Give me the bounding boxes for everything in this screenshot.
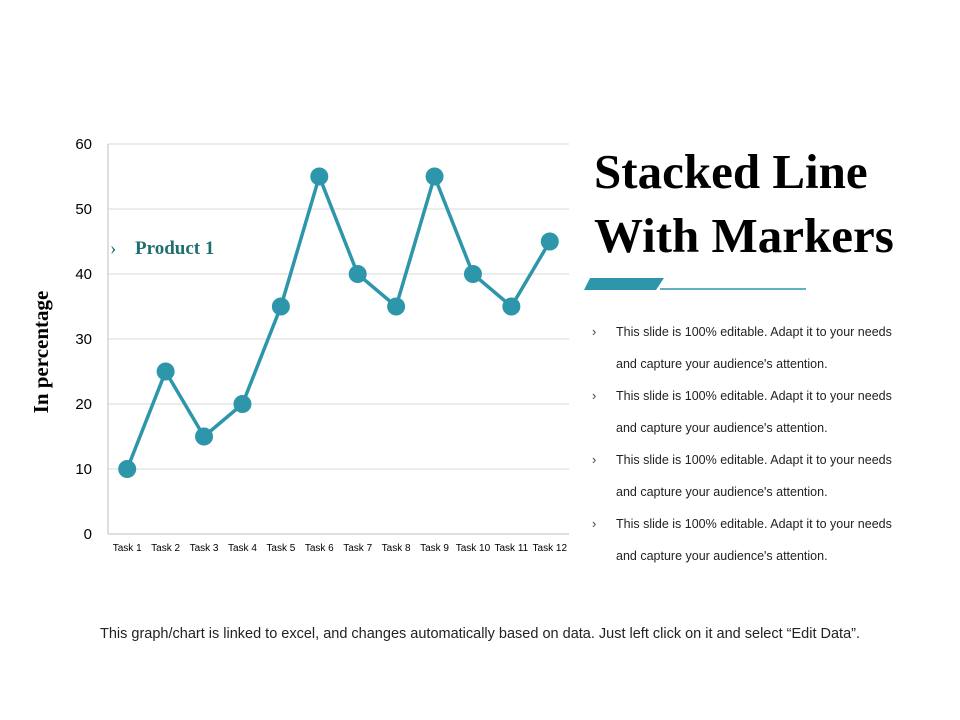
data-point-marker — [310, 167, 329, 186]
x-tick-label: Task 8 — [382, 543, 411, 554]
title-divider — [584, 278, 806, 290]
slide-title: Stacked Line With Markers — [594, 140, 954, 268]
x-tick-label: Task 2 — [151, 543, 180, 554]
y-tick-label: 30 — [75, 331, 92, 348]
chevron-right-icon: › — [592, 324, 597, 339]
data-point-marker — [348, 265, 367, 283]
bullet-text: This slide is 100% editable. Adapt it to… — [616, 453, 892, 499]
bullet-item: › This slide is 100% editable. Adapt it … — [592, 380, 916, 444]
legend-series-name: Product 1 — [135, 238, 214, 259]
y-tick-label: 0 — [84, 526, 92, 543]
chart-axes — [107, 144, 569, 535]
x-tick-label: Task 5 — [266, 543, 295, 554]
bullet-item: › This slide is 100% editable. Adapt it … — [592, 508, 916, 572]
x-tick-labels: Task 1 Task 2 Task 3 Task 4 Task 5 Task 6 Task… — [113, 543, 568, 554]
x-tick-label: Task 11 — [495, 543, 529, 554]
data-point-marker — [463, 265, 482, 283]
y-tick-label: 40 — [75, 266, 92, 283]
bullet-item: › This slide is 100% editable. Adapt it … — [592, 316, 916, 380]
y-tick-label: 20 — [75, 396, 92, 413]
footer-note: This graph/chart is linked to excel, and… — [99, 626, 861, 642]
x-tick-label: Task 9 — [420, 543, 449, 554]
chart-legend: › Product 1 — [110, 238, 214, 259]
y-tick-label: 50 — [75, 201, 92, 218]
chevron-right-icon: › — [110, 238, 116, 259]
chevron-right-icon: › — [592, 516, 597, 531]
slide-title-line-2: With Markers — [594, 208, 894, 263]
data-point-marker — [271, 297, 290, 316]
data-point-marker — [156, 362, 175, 381]
slide-title-line-1: Stacked Line — [594, 144, 868, 199]
data-point-marker — [425, 167, 444, 186]
chevron-right-icon: › — [592, 452, 597, 467]
data-point-marker — [540, 232, 559, 251]
data-point-marker — [195, 427, 214, 446]
y-tick-label: 60 — [75, 136, 92, 153]
bullet-text: This slide is 100% editable. Adapt it to… — [616, 389, 892, 435]
y-tick-label: 10 — [75, 461, 92, 478]
bullet-list: › This slide is 100% editable. Adapt it … — [592, 316, 952, 572]
x-tick-label: Task 1 — [113, 543, 142, 554]
data-point-marker — [387, 297, 406, 316]
chevron-right-icon: › — [592, 388, 597, 403]
gridlines — [108, 143, 569, 470]
data-point-marker — [233, 395, 252, 413]
x-tick-label: Task 12 — [533, 543, 568, 554]
series-line — [125, 174, 552, 471]
data-point-marker — [502, 297, 521, 316]
y-tick-labels: 0 10 20 30 40 50 60 — [75, 136, 92, 543]
bullet-text: This slide is 100% editable. Adapt it to… — [616, 325, 892, 371]
series-layer — [118, 167, 559, 478]
y-axis-label: In percentage — [29, 291, 53, 414]
x-tick-label: Task 10 — [456, 543, 491, 554]
bullet-text: This slide is 100% editable. Adapt it to… — [616, 517, 892, 563]
bullet-item: › This slide is 100% editable. Adapt it … — [592, 444, 916, 508]
x-tick-label: Task 3 — [190, 543, 219, 554]
x-tick-label: Task 6 — [305, 543, 334, 554]
x-tick-label: Task 4 — [228, 543, 257, 554]
data-point-marker — [118, 460, 137, 478]
x-tick-label: Task 7 — [343, 543, 372, 554]
